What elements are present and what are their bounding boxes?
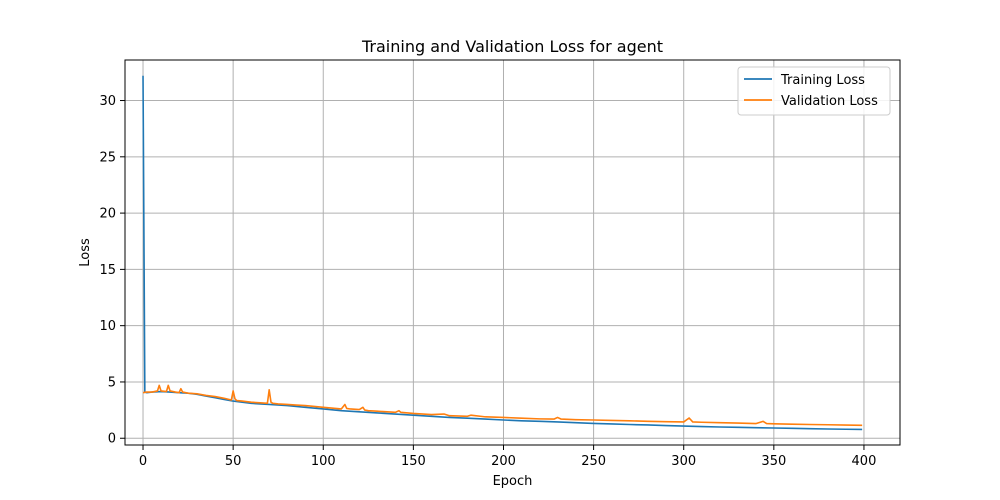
x-tick-label: 50	[225, 454, 242, 469]
series-layer	[142, 75, 863, 431]
x-tick-label: 250	[581, 454, 606, 469]
x-tick-label: 0	[139, 454, 147, 469]
legend-box	[737, 66, 891, 116]
y-tick-label: 30	[99, 94, 116, 109]
x-tick-label: 150	[401, 454, 426, 469]
legend-label: Validation Loss	[781, 94, 878, 109]
y-tick-label: 5	[108, 375, 116, 390]
y-tick-label: 15	[99, 263, 116, 278]
series-line-validation-loss	[142, 384, 863, 427]
x-axis-label: Epoch	[493, 474, 533, 489]
y-axis-label: Loss	[78, 238, 93, 267]
x-tick-label: 200	[491, 454, 516, 469]
axis-ticks: 0 50 100 150 200 250 300 350 400 0 5 10 15 20 25 30	[99, 94, 876, 469]
grid-lines	[125, 60, 900, 445]
x-tick-label: 400	[852, 454, 877, 469]
y-tick-label: 0	[108, 432, 116, 447]
x-tick-label: 100	[311, 454, 336, 469]
y-tick-label: 10	[99, 319, 116, 334]
y-tick-label: 20	[99, 207, 116, 222]
chart-title: Training and Validation Loss for agent	[361, 37, 663, 56]
plot-frame	[124, 59, 901, 446]
legend: Training Loss Validation Loss	[737, 66, 891, 116]
legend-label: Training Loss	[780, 73, 865, 88]
x-tick-label: 300	[671, 454, 696, 469]
x-tick-label: 350	[761, 454, 786, 469]
y-tick-label: 25	[99, 150, 116, 165]
